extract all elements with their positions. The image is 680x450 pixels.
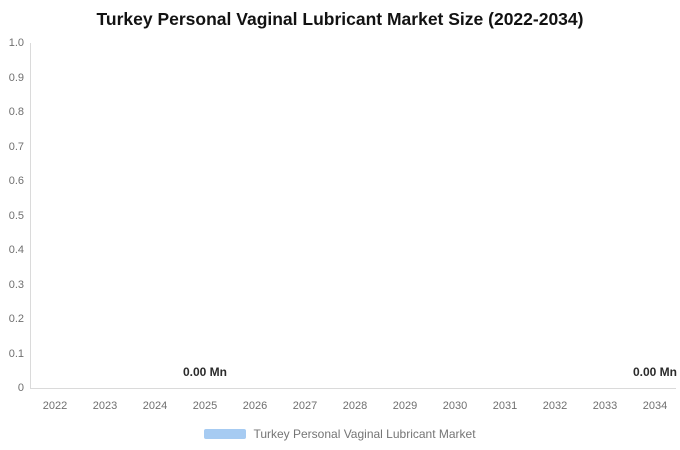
legend-label: Turkey Personal Vaginal Lubricant Market (253, 427, 476, 441)
y-axis-tick-label: 0.3 (8, 278, 24, 291)
y-axis-line (30, 43, 31, 388)
x-axis-tick-label: 2029 (392, 400, 418, 412)
y-axis-tick-label: 0.4 (8, 244, 24, 256)
y-axis-tick-label: 0.1 (8, 347, 24, 360)
x-axis-line (30, 388, 676, 389)
y-axis-tick-label: 0.2 (8, 313, 24, 325)
chart-title: Turkey Personal Vaginal Lubricant Market… (96, 9, 584, 29)
x-axis-tick-label: 2030 (442, 400, 468, 412)
x-axis-tick-label: 2022 (42, 400, 68, 412)
y-axis-tick-label: 0.5 (8, 209, 24, 222)
y-axis-tick-label: 0.9 (8, 71, 24, 84)
x-axis-tick-label: 2028 (342, 400, 368, 412)
x-axis-tick-label: 2031 (492, 400, 518, 412)
x-axis-tick-label: 2026 (242, 400, 268, 412)
x-axis-tick-label: 2024 (142, 400, 168, 412)
y-axis-tick-label: 0.8 (8, 106, 24, 118)
y-axis-tick-label: 0.6 (8, 175, 24, 187)
bar-data-label: 0.00 Mn (182, 365, 228, 379)
x-axis-tick-label: 2027 (292, 400, 318, 412)
legend-item[interactable]: Turkey Personal Vaginal Lubricant Market (0, 426, 680, 442)
legend-swatch (204, 429, 247, 439)
y-axis-tick-label: 0.7 (8, 140, 24, 153)
x-axis-tick-label: 2033 (592, 400, 618, 412)
bar-data-label: 0.00 Mn (632, 365, 678, 379)
x-axis-tick-label: 2025 (192, 400, 218, 412)
x-axis-tick-label: 2034 (642, 400, 668, 412)
x-axis-tick-label: 2023 (92, 400, 118, 412)
y-axis-tick-label: 0 (17, 382, 24, 394)
x-axis-tick-label: 2032 (542, 400, 568, 412)
y-axis-tick-label: 1.0 (8, 37, 24, 49)
